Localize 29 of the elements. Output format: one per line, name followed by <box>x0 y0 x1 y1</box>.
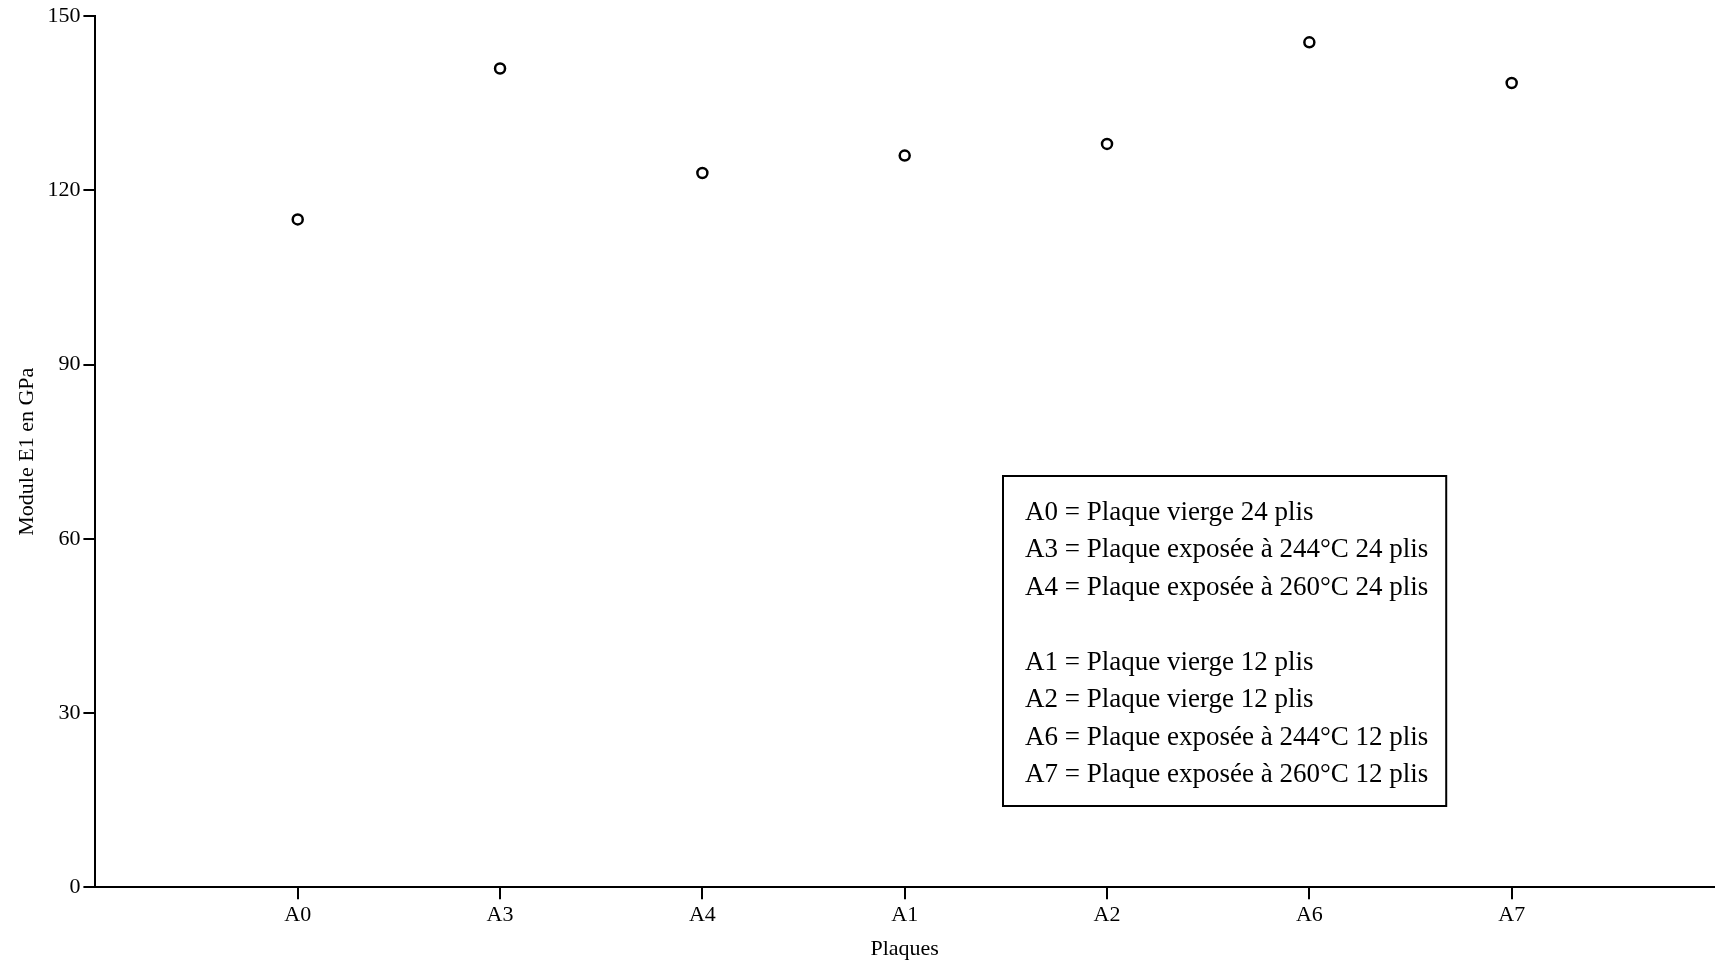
y-tick-label: 30 <box>58 698 81 724</box>
annotation: A4 = Plaque exposée à 260°C 24 plis <box>1025 570 1429 601</box>
point <box>1100 137 1114 151</box>
point <box>696 166 709 180</box>
x-axis-title: Plaques <box>870 934 939 960</box>
x-tick-label: A3 <box>486 901 514 927</box>
y-tick-label: 120 <box>47 176 81 202</box>
annotation: A7 = Plaque exposée à 260°C 12 plis <box>1025 758 1429 789</box>
x-tick-label: A7 <box>1498 901 1526 927</box>
x-tick-label: A1 <box>891 901 919 927</box>
point <box>493 62 507 75</box>
annotation: A2 = Plaque vierge 12 plis <box>1025 683 1314 714</box>
y-axis-title: Module E1 en GPa <box>12 367 38 536</box>
annotation: A0 = Plaque vierge 24 plis <box>1025 495 1314 526</box>
y-tick-label: 90 <box>58 350 81 376</box>
x-tick-label: A6 <box>1295 901 1323 927</box>
x-tick-label: A0 <box>284 901 312 927</box>
x-tick-label: A2 <box>1093 901 1121 927</box>
annotation: A6 = Plaque exposée à 244°C 12 plis <box>1025 720 1429 751</box>
y-tick-label: 0 <box>69 872 81 898</box>
point <box>291 213 304 226</box>
point <box>898 149 911 162</box>
y-tick-label: 60 <box>58 524 81 550</box>
point <box>1505 76 1518 90</box>
y-tick-label: 150 <box>47 1 81 27</box>
x-tick-label: A4 <box>688 901 716 927</box>
point <box>1303 36 1316 49</box>
annotation: A3 = Plaque exposée à 244°C 24 plis <box>1025 533 1429 564</box>
annotation: A1 = Plaque vierge 12 plis <box>1025 645 1314 676</box>
